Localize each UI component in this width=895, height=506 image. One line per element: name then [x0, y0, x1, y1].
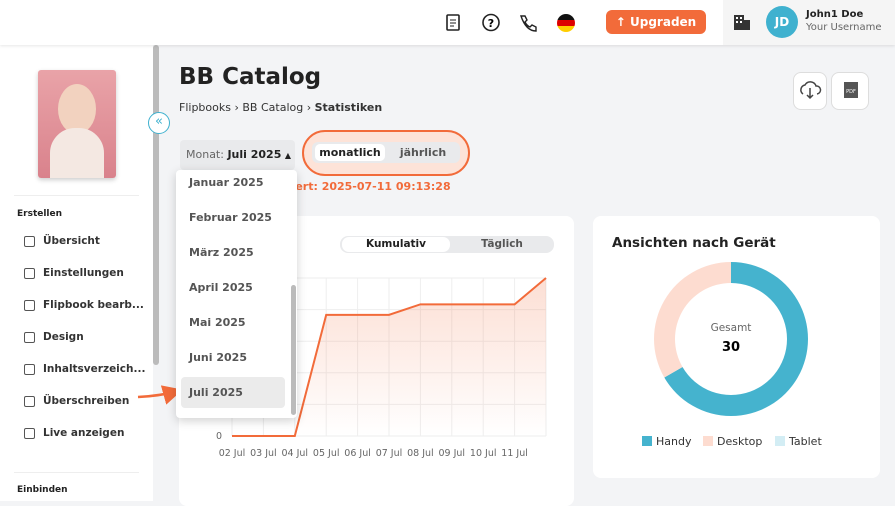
menu-item[interactable]: Design: [43, 331, 84, 343]
menu-icon: [24, 396, 35, 407]
dropdown-item[interactable]: Juni 2025: [189, 351, 247, 364]
center-value: 30: [722, 340, 740, 355]
y-tick-label: 0: [216, 431, 222, 442]
section-title: Erstellen: [17, 209, 63, 219]
pie-slice: [653, 262, 731, 378]
x-tick-label: 09 Jul: [439, 448, 466, 459]
dropdown-item[interactable]: März 2025: [189, 246, 254, 259]
menu-item[interactable]: Inhaltsverzeich...: [43, 363, 146, 375]
x-tick-label: 11 Jul: [501, 448, 528, 459]
legend-swatch: [775, 436, 785, 446]
menu-item[interactable]: Übersicht: [43, 235, 100, 247]
user-sub: Your Username: [806, 22, 882, 33]
building-icon: [734, 15, 750, 30]
upgrade-button[interactable]: ↑ Upgraden: [606, 10, 706, 34]
avatar[interactable]: JD: [766, 6, 798, 38]
crumb[interactable]: Flipbooks: [179, 101, 231, 114]
x-tick-label: 04 Jul: [282, 448, 309, 459]
profile-area: [723, 0, 895, 45]
download-button[interactable]: [793, 72, 827, 110]
pie-slice: [664, 262, 808, 416]
menu-icon: [24, 300, 35, 311]
svg-text:PDF: PDF: [846, 89, 856, 95]
x-tick-label: 06 Jul: [344, 448, 371, 459]
sidebar: Erstellen Einbinden Übersicht Einstellung…: [0, 45, 159, 501]
month-value: Juli 2025: [227, 148, 282, 161]
period-toggle: monatlich jährlich: [312, 142, 460, 163]
center-label: Gesamt: [711, 322, 752, 334]
toggle-option[interactable]: Kumulativ: [342, 237, 450, 252]
x-tick-label: 10 Jul: [470, 448, 497, 459]
month-label: Monat:: [186, 148, 224, 161]
menu-item[interactable]: Überschreiben: [43, 395, 130, 407]
collapse-button[interactable]: «: [148, 112, 170, 134]
toggle-option[interactable]: Täglich: [481, 238, 523, 250]
month-dropdown: Januar 2025 Februar 2025 März 2025 April 20…: [176, 170, 297, 418]
dropdown-item[interactable]: Februar 2025: [189, 211, 272, 224]
dropdown-item[interactable]: Mai 2025: [189, 316, 246, 329]
menu-icon: [24, 332, 35, 343]
legend-swatch: [642, 436, 652, 446]
menu-item[interactable]: Live anzeigen: [43, 427, 125, 439]
menu-icon: [24, 236, 35, 247]
dropdown-item[interactable]: Januar 2025: [189, 176, 264, 189]
upgrade-label: Upgraden: [630, 15, 697, 29]
line: [232, 277, 547, 437]
page-title: BB Catalog: [179, 64, 322, 90]
menu-icon: [24, 364, 35, 375]
menu-icon: [24, 268, 35, 279]
legend-label: Handy: [656, 435, 692, 448]
legend-label: Desktop: [717, 435, 762, 448]
pointer-arrow: [137, 385, 183, 405]
x-tick-label: 08 Jul: [407, 448, 434, 459]
pie-card: Ansichten nach Gerät: [593, 216, 880, 478]
x-tick-label: 05 Jul: [313, 448, 340, 459]
catalog-thumbnail: [38, 70, 116, 178]
legend-label: Tablet: [788, 435, 822, 448]
scrollbar: [291, 285, 296, 415]
pie-title: Ansichten nach Gerät: [612, 235, 776, 251]
breadcrumb: Flipbooks › BB Catalog › Statistiken: [179, 101, 383, 114]
toggle-option[interactable]: jährlich: [399, 146, 447, 159]
dropdown-item[interactable]: April 2025: [189, 281, 253, 294]
month-select[interactable]: Monat: Juli 2025 ▲: [180, 140, 295, 170]
area: [232, 278, 546, 436]
x-tick-label: 03 Jul: [250, 448, 277, 459]
selected-bg: [181, 377, 285, 408]
crumb[interactable]: BB Catalog: [242, 101, 304, 114]
last-updated: siert: 2025-07-11 09:13:28: [285, 180, 451, 193]
menu-icon: [24, 428, 35, 439]
x-tick-label: 07 Jul: [376, 448, 403, 459]
toggle-option[interactable]: monatlich: [315, 144, 385, 161]
highlight: monatlich jährlich: [302, 130, 470, 176]
dropdown-item[interactable]: Juli 2025: [189, 386, 243, 399]
toolbar-icons: ?: [446, 13, 575, 32]
x-tick-label: 02 Jul: [219, 448, 246, 459]
legend-swatch: [703, 436, 713, 446]
section-title: Einbinden: [17, 485, 68, 495]
pdf-button[interactable]: PDF: [831, 72, 869, 110]
menu-item[interactable]: Flipbook bearb...: [43, 299, 144, 311]
top-bar: ? ↑ Upgraden JD John1 Doe Your Username: [0, 0, 895, 45]
scrollbar: [153, 45, 159, 365]
crumb: Statistiken: [314, 101, 383, 114]
user-name: John1 Doe: [806, 9, 864, 20]
mode-toggle: Kumulativ Täglich: [340, 236, 554, 253]
menu-item[interactable]: Einstellungen: [43, 267, 124, 279]
svg-text:?: ?: [488, 17, 494, 30]
